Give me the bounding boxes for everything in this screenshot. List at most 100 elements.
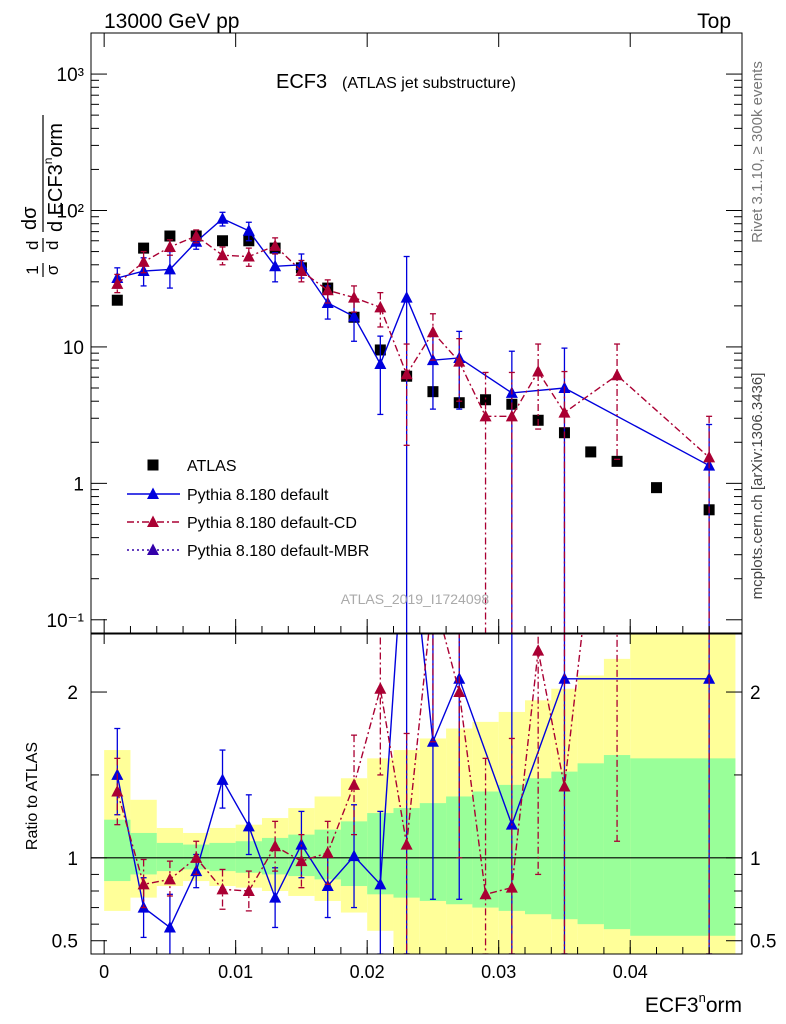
- series-1-point-9: [348, 310, 361, 322]
- series-2-ratio-errbar-16: [535, 634, 542, 876]
- series-2-point-19: [703, 450, 716, 463]
- legend: ATLAS Pythia 8.180 default Pythia 8.180 de…: [127, 458, 369, 560]
- series-1-ratio-point-12: [426, 735, 439, 747]
- series-2-ratio-point-17: [558, 780, 571, 792]
- series-1-ratio-point-4: [216, 773, 229, 785]
- series-0-point-4: [217, 235, 229, 247]
- series-2-errbar-17: [561, 370, 568, 633]
- series-1-ratio-point-6: [269, 891, 282, 903]
- series-1-line: [117, 217, 710, 467]
- chart-subtitle: (ATLAS jet substructure): [342, 75, 516, 92]
- chart-title: ECF3: [276, 71, 327, 93]
- ratio-y-tick-label-right-2: 2: [750, 683, 761, 704]
- series-0-point-0: [111, 294, 123, 306]
- series-1-point-2: [163, 262, 176, 275]
- series-2-point-18: [611, 368, 624, 381]
- series-2-point-14: [479, 409, 492, 422]
- header-process-label: Top: [697, 10, 731, 33]
- series-2-point-9: [348, 291, 361, 303]
- series-2-errbar-16: [535, 343, 542, 430]
- series-1-point-8: [321, 296, 334, 308]
- series-2-point-13: [453, 355, 466, 367]
- series-2-point-4: [216, 248, 229, 261]
- ratio-band-inner-20: [630, 758, 736, 936]
- series-1-ratio-point-15: [558, 672, 571, 684]
- series-1-point-4: [216, 212, 229, 224]
- series-2-ratio-errbar-14: [482, 757, 489, 954]
- series-2-ratio-point-15: [505, 881, 518, 893]
- rivet-version-label: Rivet 3.1.10, ≥ 300k events: [749, 61, 766, 243]
- ratio-band-inner-18: [577, 763, 604, 925]
- ratio-panel-frame: [90, 633, 743, 955]
- mcplots-label: mcplots.cern.ch [arXiv:1306.3436]: [749, 373, 766, 600]
- series-2-point-11: [400, 367, 413, 380]
- series-2-ratio-point-2: [163, 872, 176, 885]
- series-0-point-19: [611, 455, 623, 467]
- series-2-ratio-errbar-1: [140, 858, 147, 909]
- ratio-y-tick-label-right-1: 1: [750, 849, 761, 870]
- series-1-ratio-point-8: [321, 879, 334, 892]
- series-1-point-6: [269, 259, 282, 272]
- header-energy-label: 13000 GeV pp: [104, 10, 239, 33]
- series-2-ratio-point-9: [348, 778, 361, 790]
- legend-label-2: Pythia 8.180 default-CD: [187, 515, 357, 532]
- x-tick-label-3: 0.03: [481, 962, 516, 982]
- legend-marker-1: [147, 487, 159, 499]
- series-2-point-3: [190, 229, 203, 242]
- series-2-point-15: [505, 409, 518, 422]
- series-2-ratio-point-4: [216, 882, 229, 895]
- series-2-ratio-point-6: [269, 839, 282, 852]
- series-2-ratio-line: [116, 634, 583, 896]
- series-2-ratio-point-7: [295, 854, 308, 867]
- x-tick-label-2: 0.02: [350, 962, 385, 982]
- series-1-ratio-point-7: [295, 838, 308, 850]
- legend-label-0: ATLAS: [187, 458, 237, 475]
- legend-label-3: Pythia 8.180 default-MBR: [187, 543, 369, 560]
- series-1-errbar-15: [561, 347, 568, 633]
- series-2-errbar-11: [403, 343, 410, 446]
- series-2-errbar-13: [456, 337, 463, 402]
- main-y-tick-label-2: 10: [63, 338, 84, 359]
- series-1-errbar-10: [377, 335, 384, 416]
- series-2-ratio-point-0: [111, 785, 124, 797]
- main-y-tick-label-3: 10²: [57, 201, 84, 222]
- ratio-band-inner-4: [209, 842, 236, 872]
- main-panel-frame: [90, 32, 743, 634]
- series-2-ratio-errbar-17: [561, 634, 568, 954]
- y-axis-label: 1 σ d d dσ d ECF3norm: [19, 115, 67, 277]
- series-2-point-12: [426, 325, 439, 338]
- series-1-ratio-point-10: [374, 877, 387, 890]
- series-2-ratio-point-3: [190, 851, 203, 863]
- series-2-line: [116, 235, 710, 458]
- ratio-y-label: Ratio to ATLAS: [24, 742, 41, 850]
- ratio-y-tick-label-1: 1: [67, 849, 78, 870]
- series-1-ratio-point-9: [348, 849, 361, 862]
- series-1-ratio-point-3: [190, 864, 203, 877]
- series-2-ratio-errbar-19: [706, 634, 713, 954]
- series-0-point-20: [651, 482, 663, 494]
- legend-marker-3: [147, 543, 159, 555]
- series-2-point-2: [163, 240, 176, 253]
- ratio-band-inner-19: [603, 755, 631, 930]
- series-2-ratio-errbar-12: [429, 634, 436, 743]
- series-2-ratio-point-11: [400, 838, 413, 850]
- series-0-point-18: [585, 446, 597, 458]
- series-2-point-0: [111, 277, 124, 289]
- svg-text:1: 1: [23, 265, 42, 274]
- series-2-errbar-12: [429, 313, 436, 361]
- svg-text:σ: σ: [43, 264, 62, 275]
- series-2-point-8: [321, 283, 334, 296]
- svg-text:d ECF3norm: d ECF3norm: [41, 123, 67, 232]
- svg-text:d: d: [23, 241, 42, 250]
- x-tick-label-4: 0.04: [613, 962, 648, 982]
- series-2-errbar-9: [351, 285, 358, 313]
- series-0-point-14: [480, 394, 492, 406]
- series-2-ratio-errbar-18: [614, 634, 621, 842]
- series-2-ratio-point-18: [611, 321, 623, 333]
- series-0-point-2: [164, 230, 176, 242]
- main-y-tick-label-0: 10⁻¹: [47, 611, 85, 632]
- main-y-tick-label-4: 10³: [57, 65, 84, 86]
- series-2-ratio-errbar-15: [508, 737, 515, 954]
- series-1-point-11: [400, 291, 413, 303]
- series-2-point-6: [269, 239, 282, 251]
